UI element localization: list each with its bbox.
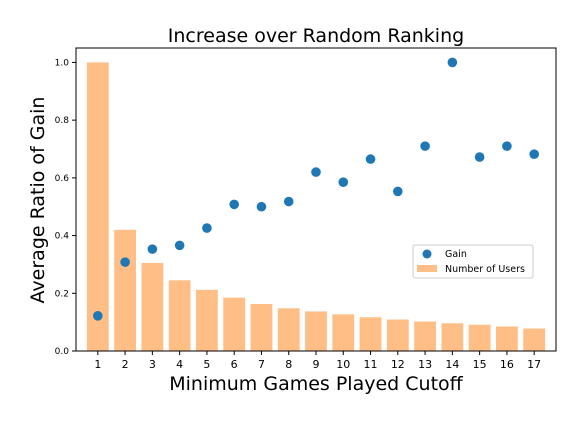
legend: Gain Number of Users [412, 244, 534, 279]
bar [277, 308, 300, 351]
gain-point [393, 186, 403, 197]
bar [496, 326, 518, 351]
x-tick-label: 9 [313, 358, 320, 371]
y-tick-label: 0.4 [55, 232, 70, 242]
x-tick-label: 6 [231, 358, 238, 371]
legend-marker-number-of-users [417, 265, 437, 272]
gain-point [120, 257, 130, 267]
bar-series-number-of-users [86, 62, 546, 352]
y-tick-label: 0.0 [55, 347, 70, 357]
y-tick-label: 0.6 [55, 174, 70, 184]
bar [250, 303, 273, 351]
x-tick-label: 15 [473, 358, 487, 371]
bar [168, 280, 191, 351]
legend-marker-gain [422, 249, 432, 259]
bar [305, 311, 327, 351]
legend-label-gain: Gain [445, 249, 467, 260]
x-tick-label: 16 [500, 358, 514, 371]
x-tick-label: 11 [364, 358, 378, 371]
gain-point [93, 310, 103, 321]
bar [332, 314, 355, 351]
gain-point [229, 199, 239, 210]
x-tick-label: 1 [94, 358, 101, 371]
gain-point [256, 201, 267, 212]
x-tick-label: 4 [176, 358, 183, 371]
gain-point [420, 141, 430, 151]
bar [414, 321, 436, 351]
x-tick-label: 7 [258, 358, 265, 371]
y-axis: 0.0 0.2 0.4 0.6 0.8 1.0 [55, 58, 76, 357]
bar [441, 323, 464, 351]
gain-point [311, 167, 321, 177]
y-tick-label: 0.2 [55, 289, 69, 299]
bar [114, 229, 136, 351]
bar [196, 289, 218, 351]
gain-point [502, 141, 512, 151]
bar [359, 317, 382, 351]
bar [386, 319, 409, 351]
bar [141, 262, 164, 351]
x-tick-label: 8 [285, 358, 292, 371]
x-tick-label: 10 [336, 358, 350, 371]
gain-point [447, 57, 458, 68]
x-tick-label: 3 [149, 358, 156, 371]
chart-title: Increase over Random Ranking [168, 25, 464, 47]
x-tick-label: 2 [122, 358, 129, 371]
x-axis-label: Minimum Games Played Cutoff [169, 373, 463, 395]
y-axis-label: Average Ratio of Gain [27, 97, 49, 304]
bar [468, 324, 491, 351]
gain-point [174, 240, 185, 251]
scatter-series-gain [93, 57, 539, 321]
legend-box [412, 244, 534, 279]
legend-label-number-of-users: Number of Users [445, 264, 525, 275]
gain-point [147, 244, 158, 254]
gain-point [202, 223, 212, 233]
x-tick-label: 5 [203, 358, 210, 371]
bar [523, 328, 546, 351]
x-axis: 1 2 3 4 5 6 7 8 9 10 11 12 13 14 15 16 17 [94, 351, 541, 371]
gain-point [529, 149, 539, 159]
gain-point [474, 152, 485, 162]
y-tick-label: 0.8 [55, 116, 70, 126]
x-tick-label: 14 [445, 358, 459, 371]
x-tick-label: 12 [391, 358, 405, 371]
bar [223, 297, 246, 351]
gain-point [283, 196, 294, 207]
gain-point [338, 177, 349, 187]
gain-point [365, 154, 376, 164]
x-tick-label: 13 [418, 358, 432, 371]
y-tick-label: 1.0 [55, 58, 70, 68]
bar [86, 62, 109, 352]
x-tick-label: 17 [527, 358, 541, 371]
